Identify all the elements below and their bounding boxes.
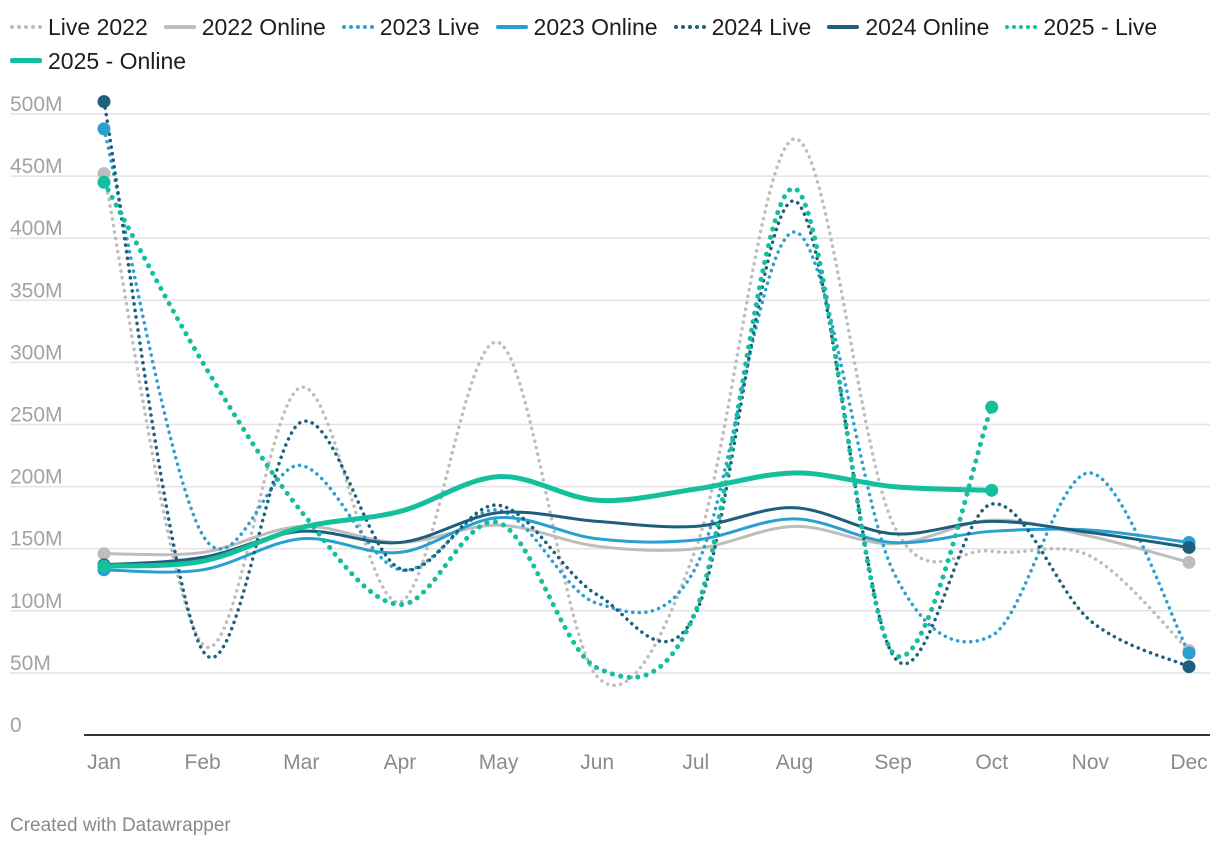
series-line-live-2022: [102, 137, 1191, 687]
series-start-point: [97, 95, 111, 109]
x-tick-label: Jan: [87, 751, 121, 774]
series-line-2025-live: [101, 179, 995, 680]
x-tick-label: Apr: [384, 751, 417, 774]
legend-swatch: [827, 24, 860, 29]
x-tick-label: Jul: [682, 751, 709, 774]
legend-item: 2023 Live: [341, 10, 480, 44]
gridlines: [10, 113, 1210, 674]
series-line-2024-online: [102, 506, 1191, 567]
series-end-point: [1182, 555, 1196, 569]
legend-swatch: [673, 24, 706, 29]
legend-swatch: [495, 24, 528, 29]
y-tick-label: 500M: [10, 93, 63, 116]
y-tick-label: 450M: [10, 155, 63, 178]
legend-item: 2025 - Online: [10, 44, 186, 78]
legend-item: 2023 Online: [495, 10, 658, 44]
y-tick-label: 0: [10, 714, 22, 737]
series-start-point: [97, 559, 111, 573]
series-start-point: [97, 175, 111, 189]
legend-label: 2023 Live: [379, 14, 480, 40]
y-tick-label: 350M: [10, 279, 63, 302]
series-start-point: [97, 122, 111, 136]
x-tick-label: Jun: [580, 751, 614, 774]
x-tick-label: May: [479, 751, 519, 774]
series-line-2023-online: [102, 516, 1191, 574]
x-tick-label: Oct: [975, 751, 1008, 774]
legend-item: Live 2022: [10, 10, 148, 44]
legend-label: 2024 Online: [865, 14, 990, 40]
y-tick-label: 50M: [10, 652, 51, 675]
legend-label: 2025 - Live: [1043, 14, 1158, 40]
x-tick-label: Mar: [283, 751, 319, 774]
series-end-point: [985, 400, 999, 414]
series-line-2023-live: [102, 127, 1191, 655]
credit-footer: Created with Datawrapper: [10, 815, 231, 836]
legend-label: 2022 Online: [201, 14, 326, 40]
legend-swatch: [10, 24, 42, 29]
legend-item: 2025 - Live: [1005, 10, 1157, 44]
y-tick-label: 200M: [10, 466, 63, 489]
series-line-2025-online: [101, 470, 995, 569]
legend-label: 2025 - Online: [48, 48, 187, 74]
y-tick-label: 150M: [10, 528, 63, 551]
series-end-point: [1182, 540, 1196, 554]
series-end-point: [1182, 646, 1196, 660]
series-start-point: [97, 547, 111, 561]
series-lines: [101, 99, 1191, 687]
x-tick-label: Nov: [1072, 751, 1110, 774]
x-tick-label: Feb: [185, 751, 221, 774]
legend-swatch: [341, 24, 374, 29]
y-tick-label: 400M: [10, 217, 63, 240]
legend-item: 2024 Live: [673, 10, 812, 44]
series-end-point: [985, 483, 999, 497]
x-tick-label: Sep: [874, 751, 911, 774]
series-end-point: [1182, 660, 1196, 674]
x-tick-label: Aug: [776, 751, 813, 774]
chart-legend: Live 2022 2022 Online 2023 Live 2023 Online…: [10, 10, 1200, 78]
y-tick-label: 100M: [10, 590, 63, 613]
legend-item: 2024 Online: [827, 10, 989, 44]
y-tick-label: 250M: [10, 404, 63, 427]
legend-label: Live 2022: [48, 14, 148, 40]
axes: 0 50M 100M 150M 200M 250M 300M 350M 400M 450M 500M…: [10, 93, 1210, 774]
endpoint-markers: [97, 95, 1196, 674]
y-tick-label: 300M: [10, 341, 63, 364]
legend-label: 2024 Live: [711, 14, 812, 40]
legend-swatch: [163, 24, 196, 29]
x-tick-label: Dec: [1170, 751, 1207, 774]
legend-swatch: [1005, 24, 1038, 29]
legend-item: 2022 Online: [163, 10, 326, 44]
legend-swatch: [10, 58, 42, 64]
legend-label: 2023 Online: [533, 14, 658, 40]
